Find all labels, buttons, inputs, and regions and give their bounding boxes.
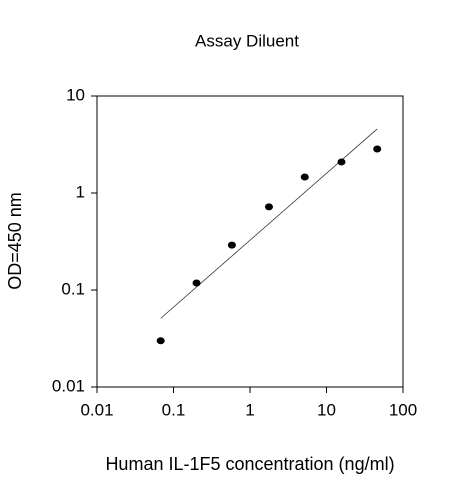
x-tick-label: 0.1 bbox=[162, 400, 186, 419]
x-tick-label: 10 bbox=[317, 400, 336, 419]
y-tick-label: 1 bbox=[76, 182, 85, 201]
data-point bbox=[156, 337, 165, 345]
y-tick-label: 10 bbox=[66, 85, 85, 104]
data-point bbox=[300, 173, 309, 181]
trend-line bbox=[160, 128, 378, 319]
data-point bbox=[192, 279, 201, 287]
x-tick-label: 100 bbox=[389, 400, 417, 419]
data-point bbox=[227, 241, 236, 249]
data-point bbox=[337, 158, 346, 166]
data-point bbox=[264, 203, 273, 211]
y-tick-label: 0.1 bbox=[61, 279, 85, 298]
chart-title: Assay Diluent bbox=[195, 31, 299, 50]
x-axis-label: Human IL-1F5 concentration (ng/ml) bbox=[105, 454, 394, 474]
data-point bbox=[373, 145, 382, 153]
y-axis-label: OD=450 nm bbox=[5, 192, 25, 290]
y-tick-label: 0.01 bbox=[52, 376, 85, 395]
plot-frame bbox=[96, 95, 404, 388]
x-tick-label: 0.01 bbox=[80, 400, 113, 419]
x-tick-label: 1 bbox=[245, 400, 254, 419]
